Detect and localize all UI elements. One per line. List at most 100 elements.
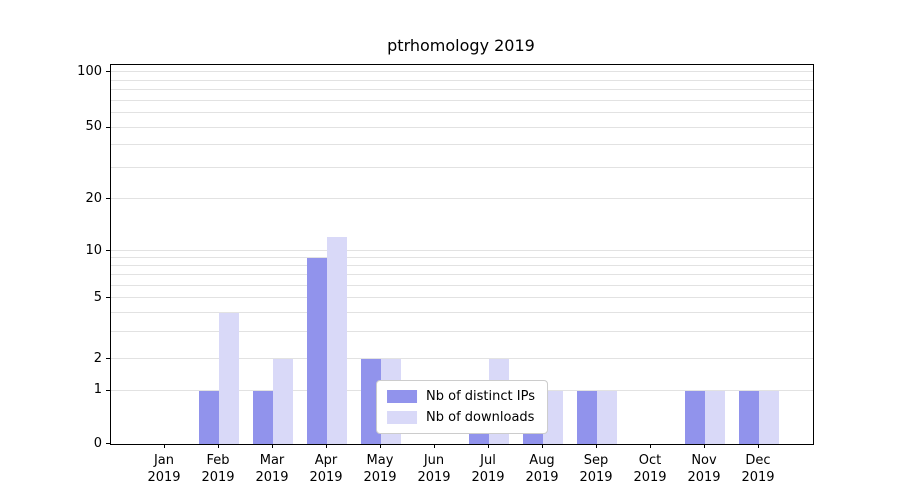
grid-layer: [111, 65, 813, 444]
gridline: [111, 144, 813, 146]
x-tick-month: Mar: [259, 453, 285, 468]
gridline: [111, 71, 813, 73]
x-tick-label: Dec 2019: [723, 452, 793, 486]
gridline: [111, 250, 813, 252]
x-tick-label: Feb 2019: [183, 452, 253, 486]
x-tick-year: 2019: [687, 470, 721, 485]
x-tick-month: Aug: [529, 453, 555, 468]
y-tick-mark: [106, 71, 110, 73]
y-tick-mark: [106, 389, 110, 391]
bar-downloads-sep: [597, 390, 617, 444]
gridline: [111, 126, 813, 128]
bar-downloads-mar: [273, 359, 293, 444]
bar-distinct-ips-may: [361, 359, 381, 444]
x-tick-year: 2019: [363, 470, 397, 485]
gridline: [111, 297, 813, 299]
legend: Nb of distinct IPs Nb of downloads: [376, 380, 548, 434]
x-tick-month: Sep: [583, 453, 609, 468]
y-tick-mark: [106, 297, 110, 299]
x-tick-month: Apr: [314, 453, 338, 468]
x-tick-year: 2019: [201, 470, 235, 485]
bar-distinct-ips-apr: [307, 258, 327, 444]
x-tick-mark: [542, 444, 543, 448]
x-tick-mark: [326, 444, 327, 448]
y-tick-label: 0: [93, 435, 102, 451]
x-tick-month: Dec: [745, 453, 771, 468]
plot-area: Nb of distinct IPs Nb of downloads: [110, 64, 814, 445]
x-tick-month: Jul: [480, 453, 496, 468]
y-tick-label: 1: [93, 382, 102, 398]
gridline: [111, 89, 813, 91]
x-tick-mark: [596, 444, 597, 448]
x-tick-label: Apr 2019: [291, 452, 361, 486]
bar-distinct-ips-feb: [199, 390, 219, 444]
y-tick-mark: [106, 358, 110, 360]
x-tick-mark: [380, 444, 381, 448]
x-tick-year: 2019: [255, 470, 289, 485]
x-tick-year: 2019: [309, 470, 343, 485]
gridline: [111, 284, 813, 286]
y-tick-mark: [106, 126, 110, 128]
gridline: [111, 166, 813, 168]
x-tick-mark: [272, 444, 273, 448]
x-tick-mark: [164, 444, 165, 448]
y-tick-label: 2: [93, 350, 102, 366]
x-tick-label: Nov 2019: [669, 452, 739, 486]
x-tick-mark: [488, 444, 489, 448]
gridline: [111, 265, 813, 267]
bar-distinct-ips-dec: [739, 390, 759, 444]
bar-downloads-dec: [759, 390, 779, 444]
x-tick-year: 2019: [525, 470, 559, 485]
x-tick-month: Jun: [423, 453, 445, 468]
bar-distinct-ips-mar: [253, 390, 273, 444]
gridline: [111, 331, 813, 333]
x-tick-year: 2019: [633, 470, 667, 485]
x-tick-year: 2019: [417, 470, 451, 485]
y-tick-label: 100: [77, 63, 102, 79]
x-tick-mark: [758, 444, 759, 448]
legend-label: Nb of distinct IPs: [426, 389, 535, 404]
gridline: [111, 358, 813, 360]
y-tick-label: 50: [85, 119, 102, 135]
legend-swatch: [387, 390, 418, 403]
legend-swatch: [387, 411, 418, 424]
gridline: [111, 99, 813, 101]
y-tick-label: 10: [85, 242, 102, 258]
gridline: [111, 112, 813, 114]
x-tick-mark: [704, 444, 705, 448]
x-tick-month: Feb: [206, 453, 230, 468]
x-tick-label: May 2019: [345, 452, 415, 486]
y-tick-mark: [106, 443, 110, 444]
bar-downloads-aug: [543, 390, 563, 444]
x-tick-mark: [218, 444, 219, 448]
x-tick-year: 2019: [741, 470, 775, 485]
bar-distinct-ips-sep: [577, 390, 597, 444]
legend-item: Nb of distinct IPs: [387, 389, 535, 404]
x-tick-label: Aug 2019: [507, 452, 577, 486]
x-tick-mark: [650, 444, 651, 448]
gridline: [111, 311, 813, 313]
gridline: [111, 257, 813, 259]
y-tick-label: 5: [93, 289, 102, 305]
x-tick-label: Sep 2019: [561, 452, 631, 486]
x-tick-month: Oct: [638, 453, 662, 468]
bar-distinct-ips-nov: [685, 390, 705, 444]
legend-label: Nb of downloads: [426, 410, 535, 425]
gridline: [111, 198, 813, 200]
legend-item: Nb of downloads: [387, 410, 535, 425]
x-tick-year: 2019: [147, 470, 181, 485]
y-tick-mark: [106, 250, 110, 252]
x-tick-year: 2019: [471, 470, 505, 485]
x-tick-label: Jan 2019: [129, 452, 199, 486]
x-tick-month: Nov: [691, 453, 717, 468]
chart-title: ptrhomology 2019: [387, 36, 535, 55]
bar-downloads-nov: [705, 390, 725, 444]
y-tick-label: 20: [85, 190, 102, 206]
gridline: [111, 274, 813, 276]
x-tick-mark: [434, 444, 435, 448]
bar-downloads-apr: [327, 237, 347, 444]
x-tick-label: Jul 2019: [453, 452, 523, 486]
x-tick-year: 2019: [579, 470, 613, 485]
x-tick-label: Jun 2019: [399, 452, 469, 486]
